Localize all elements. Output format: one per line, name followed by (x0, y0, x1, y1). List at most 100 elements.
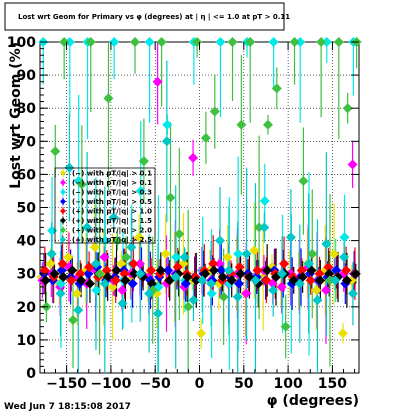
data-point (200, 132, 211, 143)
data-point (134, 232, 145, 243)
data-point (331, 265, 342, 276)
data-point (191, 275, 202, 286)
data-point (324, 268, 335, 279)
data-point (47, 225, 58, 236)
data-point (227, 37, 238, 47)
y-tick-label: 10 (17, 333, 37, 349)
data-point (103, 93, 114, 104)
data-point (119, 268, 130, 279)
data-point (67, 265, 78, 276)
axis-ticks: −150 −100 −50 0 50 100 150 0 10 20 30 40 50 60 70 80 90 1… (7, 35, 359, 392)
y-tick-label: 90 (17, 68, 37, 84)
data-point (121, 252, 132, 263)
y-tick-label: 40 (17, 234, 37, 250)
data-point (226, 275, 237, 286)
data-point (254, 222, 265, 233)
data-point (233, 278, 244, 289)
data-point (49, 268, 60, 279)
data-point (182, 272, 193, 283)
data-point (75, 268, 86, 279)
data-point (174, 228, 185, 239)
data-point (280, 321, 291, 332)
data-point (55, 288, 66, 299)
y-tick-label: 70 (17, 134, 37, 150)
legend-label: (−) with pT/|q| > 0.1 (72, 170, 152, 179)
data-point (312, 295, 323, 306)
data-point (347, 288, 358, 299)
data-point (68, 315, 79, 326)
data-point (320, 285, 331, 296)
data-point (234, 262, 245, 273)
x-tick-label: 50 (234, 376, 254, 392)
data-point (161, 136, 172, 147)
data-point (135, 268, 146, 279)
data-point (347, 159, 358, 170)
data-point (146, 278, 157, 289)
data-point (271, 83, 282, 94)
data-point (144, 288, 155, 299)
data-point (152, 308, 163, 319)
x-tick-label: −50 (140, 376, 171, 392)
data-point (295, 37, 306, 47)
data-point (245, 37, 256, 47)
data-point (45, 258, 56, 269)
data-point (214, 258, 225, 269)
data-point (127, 278, 138, 289)
data-point (84, 262, 95, 273)
data-point (215, 235, 226, 246)
data-point (90, 258, 101, 269)
data-point (128, 258, 139, 269)
data-point (64, 37, 75, 47)
data-point (206, 288, 217, 299)
data-point (163, 265, 174, 276)
data-point (233, 248, 244, 259)
data-point (209, 106, 220, 117)
data-point (311, 285, 322, 296)
data-point (83, 268, 94, 279)
data-point (276, 281, 287, 292)
data-point (249, 245, 260, 256)
legend-label: (+) with pT/|q| > 2.0 (72, 227, 152, 236)
x-tick-label: −150 (46, 376, 87, 392)
data-point (222, 252, 233, 263)
data-point (171, 252, 182, 263)
y-tick-label: 50 (17, 201, 37, 217)
data-point (76, 275, 87, 286)
data-point (215, 37, 226, 47)
data-point (39, 265, 50, 276)
y-tick-label: 0 (26, 366, 36, 382)
data-point (144, 37, 155, 47)
data-point (341, 275, 352, 286)
data-point (134, 258, 145, 269)
y-tick-label: 20 (17, 300, 37, 316)
data-point (294, 278, 305, 289)
data-point (259, 222, 270, 233)
data-point (129, 268, 140, 279)
data-point (262, 265, 273, 276)
data-point (218, 291, 229, 302)
data-point (324, 275, 335, 286)
data-point (138, 156, 149, 167)
data-point (277, 268, 288, 279)
data-point (315, 275, 326, 286)
data-point (156, 37, 167, 47)
legend: (−) with pT/|q| > 0.1(−) with pT/|q| > 0… (54, 167, 156, 245)
data-point (183, 301, 194, 312)
data-point (50, 146, 61, 157)
data-point (232, 291, 243, 302)
data-point (46, 248, 57, 259)
data-point (298, 176, 309, 187)
data-point (57, 258, 68, 269)
data-point (341, 265, 352, 276)
data-point (305, 275, 316, 286)
data-point (241, 248, 252, 259)
data-point (333, 37, 344, 47)
data-point (206, 278, 217, 289)
data-point (316, 37, 327, 47)
data-point (241, 288, 252, 299)
series-7 (46, 136, 358, 319)
timestamp: Wed Jun 7 18:15:08 2017 (4, 402, 131, 412)
data-point (111, 265, 122, 276)
data-point (180, 278, 191, 289)
data-point (73, 305, 84, 316)
